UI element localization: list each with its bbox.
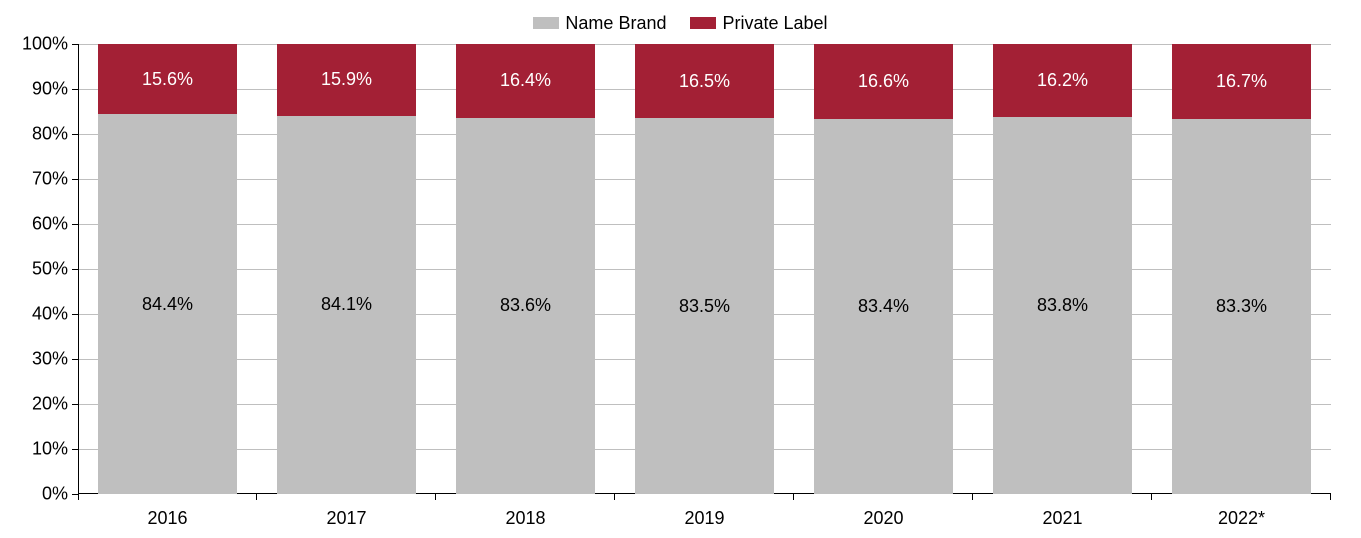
bar-slot: 16.4%83.6%2018 <box>436 44 615 494</box>
x-tick-mark <box>972 494 973 500</box>
bar-segment-label: 15.6% <box>142 69 193 90</box>
bar-slot: 16.6%83.4%2020 <box>794 44 973 494</box>
bar-segment-label: 83.8% <box>1037 295 1088 316</box>
bar: 16.5% 83.5% <box>635 44 775 494</box>
bar: 16.7% 83.3% <box>1172 44 1312 494</box>
bar: 15.9% 84.1% <box>277 44 417 494</box>
legend-item-private-label: Private Label <box>690 13 827 34</box>
bar-segment-private-label: 16.7% <box>1172 44 1312 119</box>
legend-item-name-brand: Name Brand <box>533 13 666 34</box>
bar-segment-private-label: 16.4% <box>456 44 596 118</box>
x-tick-label: 2019 <box>684 494 724 529</box>
y-tick-label: 10% <box>32 439 78 460</box>
bar-segment-name-brand: 83.6% <box>456 118 596 494</box>
bar: 16.2% 83.8% <box>993 44 1133 494</box>
y-tick-label: 60% <box>32 214 78 235</box>
bar-segment-label: 15.9% <box>321 69 372 90</box>
legend-label-private-label: Private Label <box>722 13 827 34</box>
stacked-bar-chart: Name Brand Private Label 0%10%20%30%40%5… <box>0 0 1361 538</box>
bar-segment-name-brand: 83.8% <box>993 117 1133 494</box>
bar-segment-label: 84.1% <box>321 294 372 315</box>
bar-segment-private-label: 16.5% <box>635 44 775 118</box>
bar-segment-label: 16.6% <box>858 71 909 92</box>
bar-segment-name-brand: 84.4% <box>98 114 238 494</box>
y-tick-label: 40% <box>32 304 78 325</box>
x-tick-mark <box>78 494 79 500</box>
bar-segment-private-label: 15.6% <box>98 44 238 114</box>
bar-segment-name-brand: 83.5% <box>635 118 775 494</box>
bars-row: 15.6%84.4%201615.9%84.1%201716.4%83.6%20… <box>78 44 1331 494</box>
bar: 15.6% 84.4% <box>98 44 238 494</box>
bar-segment-label: 83.5% <box>679 296 730 317</box>
y-tick-label: 20% <box>32 394 78 415</box>
x-tick-mark <box>1330 494 1331 500</box>
bar-segment-label: 83.3% <box>1216 296 1267 317</box>
bar-segment-private-label: 16.2% <box>993 44 1133 117</box>
bar-segment-private-label: 16.6% <box>814 44 954 119</box>
bar-segment-name-brand: 84.1% <box>277 116 417 494</box>
legend-label-name-brand: Name Brand <box>565 13 666 34</box>
bar-segment-private-label: 15.9% <box>277 44 417 116</box>
x-tick-mark <box>435 494 436 500</box>
bar-slot: 15.9%84.1%2017 <box>257 44 436 494</box>
bar-slot: 16.7%83.3%2022* <box>1152 44 1331 494</box>
y-tick-label: 90% <box>32 79 78 100</box>
x-tick-label: 2020 <box>863 494 903 529</box>
y-tick-label: 80% <box>32 124 78 145</box>
y-tick-label: 0% <box>42 484 78 505</box>
x-tick-mark <box>1151 494 1152 500</box>
x-tick-mark <box>793 494 794 500</box>
bar-segment-label: 16.2% <box>1037 70 1088 91</box>
bar-slot: 15.6%84.4%2016 <box>78 44 257 494</box>
x-tick-mark <box>256 494 257 500</box>
bar-segment-name-brand: 83.4% <box>814 119 954 494</box>
legend: Name Brand Private Label <box>0 0 1361 40</box>
bar-slot: 16.2%83.8%2021 <box>973 44 1152 494</box>
x-tick-label: 2022* <box>1218 494 1265 529</box>
x-tick-mark <box>614 494 615 500</box>
bar-segment-label: 83.6% <box>500 295 551 316</box>
bar: 16.6% 83.4% <box>814 44 954 494</box>
legend-swatch-name-brand <box>533 17 559 29</box>
bar-segment-label: 84.4% <box>142 294 193 315</box>
bar: 16.4% 83.6% <box>456 44 596 494</box>
y-tick-label: 100% <box>22 34 78 55</box>
y-tick-label: 30% <box>32 349 78 370</box>
bar-slot: 16.5%83.5%2019 <box>615 44 794 494</box>
x-tick-label: 2017 <box>326 494 366 529</box>
bar-segment-name-brand: 83.3% <box>1172 119 1312 494</box>
y-tick-label: 50% <box>32 259 78 280</box>
plot-area: 0%10%20%30%40%50%60%70%80%90%100% 15.6%8… <box>78 44 1331 494</box>
x-tick-label: 2016 <box>147 494 187 529</box>
legend-swatch-private-label <box>690 17 716 29</box>
x-tick-label: 2021 <box>1042 494 1082 529</box>
x-tick-label: 2018 <box>505 494 545 529</box>
bar-segment-label: 16.4% <box>500 70 551 91</box>
bar-segment-label: 16.5% <box>679 71 730 92</box>
y-tick-label: 70% <box>32 169 78 190</box>
bar-segment-label: 83.4% <box>858 296 909 317</box>
bar-segment-label: 16.7% <box>1216 71 1267 92</box>
